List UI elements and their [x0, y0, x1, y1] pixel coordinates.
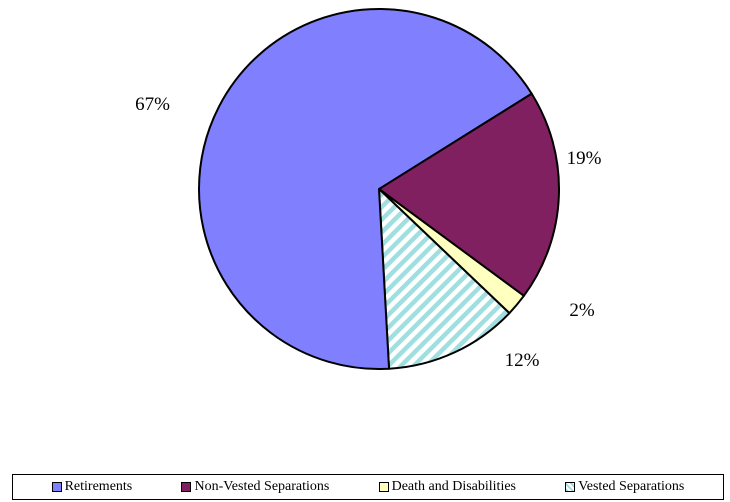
data-label-retirements: 67%	[135, 94, 170, 115]
legend-label: Vested Separations	[578, 479, 685, 494]
data-label-non-vested-separations: 19%	[567, 148, 602, 169]
legend-swatch-retirements	[51, 482, 62, 492]
legend-label: Retirements	[64, 479, 133, 494]
legend-label: Death and Disabilities	[391, 479, 516, 494]
pie-slice-retirements	[198, 8, 533, 370]
pie-data-labels: 67% 19% 2% 12%	[135, 94, 601, 371]
legend-item-vested-separations: Vested Separations	[565, 479, 684, 495]
chart-legend: Retirements Non-Vested Separations Death…	[12, 474, 724, 500]
pie-chart-area: 67% 19% 2% 12%	[135, 8, 602, 371]
legend-swatch-death-and-disabilities	[378, 482, 389, 492]
pie-slice-non-vested-separations	[378, 92, 560, 297]
legend-swatch-non-vested-separations	[181, 482, 192, 492]
pie-slice-vested-separations	[378, 188, 511, 370]
data-label-death-and-disabilities: 2%	[569, 300, 595, 321]
legend-item-non-vested-separations: Non-Vested Separations	[181, 479, 329, 495]
pie-chart: 67% 19% 2% 12%	[135, 8, 602, 371]
legend-item-death-and-disabilities: Death and Disabilities	[378, 479, 516, 495]
data-label-vested-separations: 12%	[505, 350, 540, 371]
legend-label: Non-Vested Separations	[194, 479, 330, 494]
legend-item-retirements: Retirements	[51, 479, 133, 495]
pie-slices	[198, 8, 560, 370]
legend-swatch-vested-separations	[565, 482, 576, 492]
